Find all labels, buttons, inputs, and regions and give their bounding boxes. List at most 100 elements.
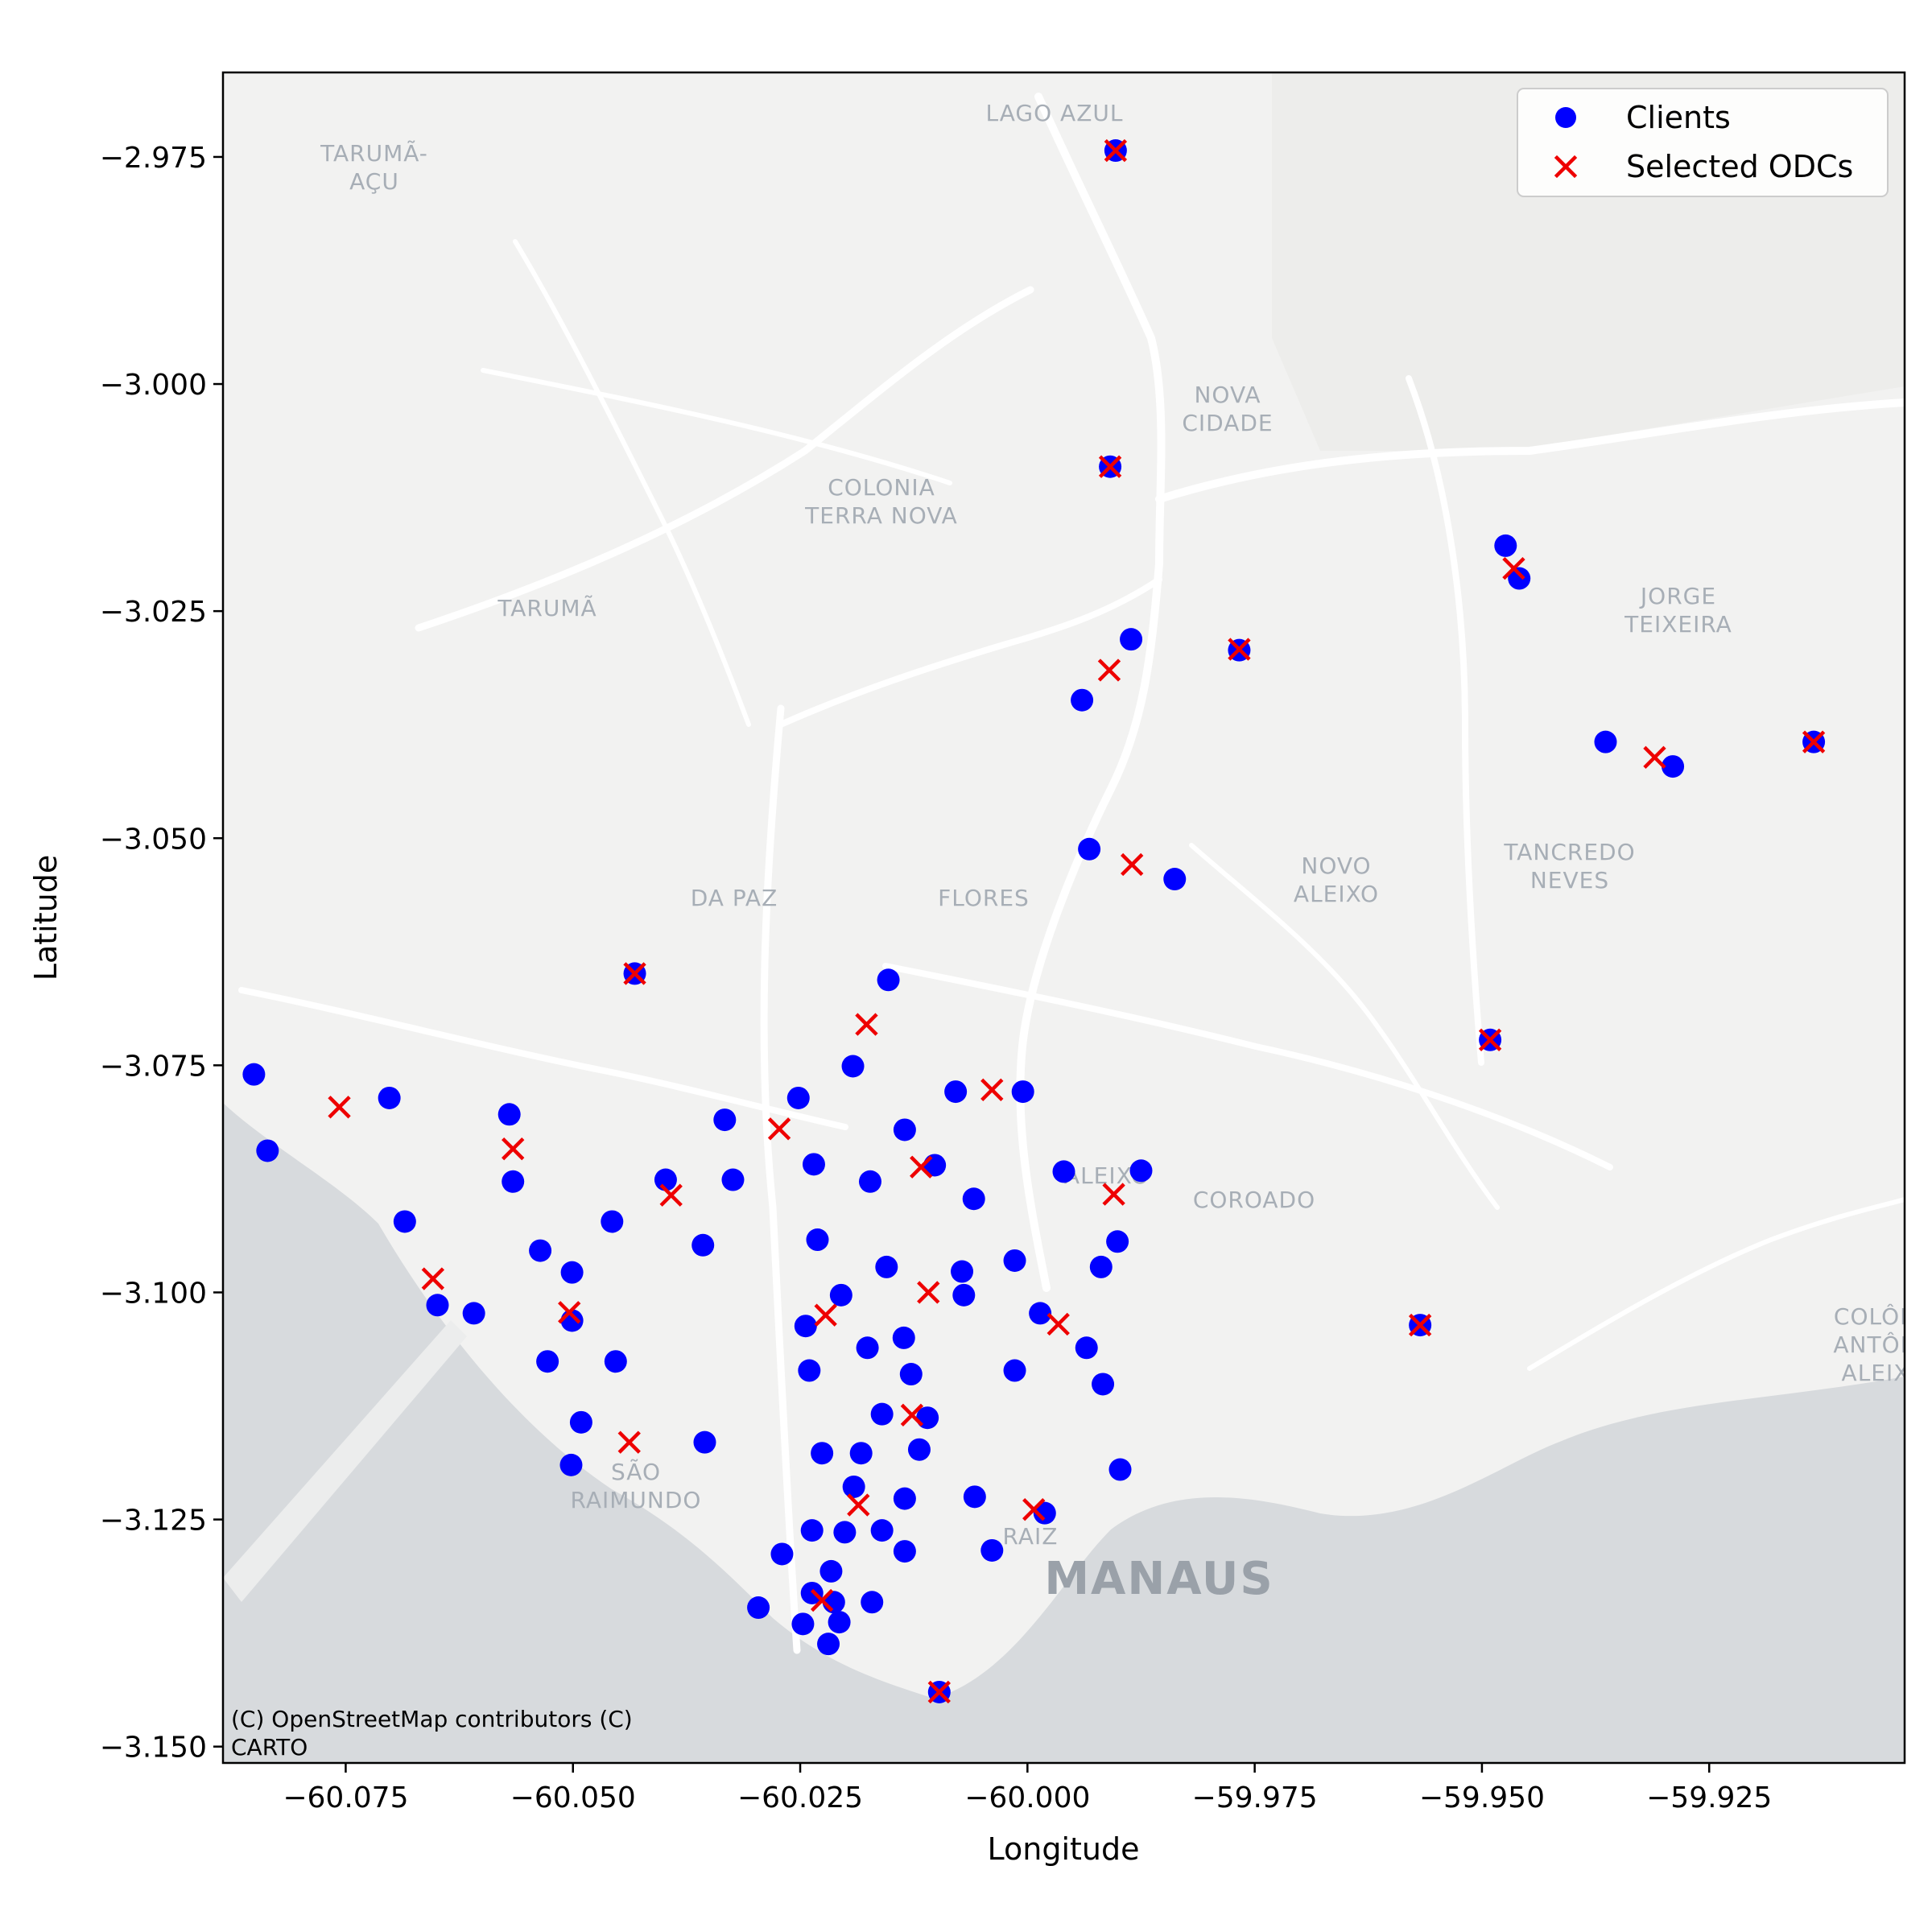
client-point — [1089, 1255, 1113, 1278]
client-point — [1594, 730, 1617, 753]
client-point — [497, 1103, 521, 1126]
client-point — [892, 1326, 915, 1349]
client-point — [893, 1487, 916, 1510]
odc-marker — [847, 1493, 870, 1517]
map-label: SÃO — [611, 1459, 661, 1485]
odc-marker — [927, 1680, 951, 1704]
odc-marker — [1104, 138, 1128, 163]
client-point — [1129, 1159, 1153, 1183]
client-point — [817, 1633, 840, 1656]
odc-marker — [1121, 852, 1144, 877]
x-tick-label: −60.075 — [283, 1781, 408, 1814]
map-label: ALEIXO — [1294, 881, 1379, 907]
client-point — [907, 1438, 931, 1461]
client-point — [770, 1542, 794, 1566]
map-label: TEIXEIRA — [1624, 611, 1732, 638]
odc-marker — [1228, 638, 1251, 661]
client-point — [1120, 628, 1143, 651]
client-point — [242, 1063, 266, 1086]
client-point — [893, 1540, 916, 1563]
client-point — [1033, 1501, 1056, 1525]
client-point — [841, 1055, 865, 1078]
client-point — [870, 1519, 894, 1542]
odc-marker — [1643, 745, 1666, 770]
odc-marker — [917, 1281, 940, 1304]
odc-marker — [1097, 658, 1121, 682]
odc-marker — [1098, 455, 1122, 478]
x-axis-ticks: −60.075 −60.050 −60.025 −60.000 −59.975 −59.9… — [283, 1763, 1772, 1814]
attribution-line-1: (C) OpenStreetMap contributors (C) — [231, 1706, 633, 1732]
client-point — [1075, 1336, 1098, 1360]
client-point — [393, 1210, 416, 1233]
client-point — [856, 1336, 879, 1360]
client-point — [877, 968, 900, 992]
odc-marker — [421, 1267, 445, 1290]
client-point — [693, 1430, 716, 1454]
client-point — [1494, 534, 1517, 557]
client-point — [899, 1363, 923, 1386]
client-point — [654, 1168, 677, 1191]
odc-marker — [910, 1155, 933, 1179]
client-point — [791, 1612, 815, 1636]
client-point — [256, 1139, 279, 1162]
y-tick-label: −3.150 — [100, 1732, 207, 1765]
map-label: CIDADE — [1182, 410, 1273, 436]
client-point — [800, 1581, 824, 1604]
client-point — [1108, 1458, 1132, 1481]
client-point — [378, 1086, 401, 1109]
x-tick-label: −59.950 — [1419, 1781, 1545, 1814]
legend-clients-label: Clients — [1626, 100, 1731, 135]
map-label: TARUMÃ — [497, 595, 597, 621]
client-point — [870, 1402, 894, 1426]
client-point — [861, 1591, 884, 1614]
x-axis-label: Longitude — [988, 1831, 1140, 1867]
client-point — [944, 1080, 968, 1104]
legend: Clients Selected ODCs — [1517, 88, 1889, 197]
client-point — [502, 1170, 525, 1193]
client-point — [1163, 868, 1187, 891]
map-label: COROADO — [1193, 1187, 1315, 1213]
y-axis-label: Latitude — [28, 855, 64, 980]
basemap-river — [223, 1103, 1905, 1763]
x-tick-label: −60.025 — [737, 1781, 863, 1814]
map-label: DA PAZ — [691, 885, 778, 911]
basemap-river-channel — [223, 1320, 467, 1602]
client-point — [963, 1485, 986, 1509]
client-point — [952, 1283, 976, 1307]
client-point — [559, 1453, 583, 1476]
client-point — [849, 1442, 873, 1465]
y-tick-label: −3.100 — [100, 1277, 207, 1310]
client-point — [1071, 688, 1094, 712]
odc-marker — [1022, 1497, 1046, 1521]
client-point — [800, 1519, 824, 1542]
map-label: NEVES — [1530, 867, 1609, 894]
odc-marker — [1102, 1183, 1125, 1206]
odc-marker — [1478, 1028, 1502, 1051]
client-point — [721, 1168, 745, 1191]
client-point — [794, 1315, 817, 1338]
x-tick-label: −60.050 — [510, 1781, 636, 1814]
legend-odc-label: Selected ODCs — [1626, 149, 1853, 184]
client-point — [569, 1410, 592, 1434]
client-point — [811, 1442, 834, 1465]
map-city-label: MANAUS — [1044, 1553, 1274, 1605]
client-point — [1106, 1230, 1129, 1253]
legend-clients-marker — [1555, 107, 1576, 128]
client-point — [806, 1228, 829, 1252]
y-tick-label: −3.125 — [100, 1505, 207, 1538]
odc-marker — [328, 1096, 351, 1119]
x-tick-label: −60.000 — [964, 1781, 1090, 1814]
y-tick-label: −3.000 — [100, 369, 207, 402]
odc-marker — [900, 1403, 924, 1426]
map-label: LAGO AZUL — [986, 100, 1124, 126]
map-label: ANTÔN — [1833, 1331, 1918, 1358]
y-axis-ticks: −2.975 −3.000 −3.025 −3.050 −3.075 −3.100 −3.1… — [100, 142, 223, 1765]
client-point — [819, 1559, 843, 1583]
map-label: NOVA — [1194, 382, 1261, 408]
client-point — [875, 1255, 898, 1278]
map-label: TERRA NOVA — [804, 502, 958, 529]
client-point — [1662, 755, 1685, 778]
basemap-labels: LAGO AZUL TARUMÃ- AÇU NOVA CIDADE COLONI… — [320, 100, 1918, 1605]
client-point — [1052, 1160, 1075, 1183]
x-tick-label: −59.975 — [1192, 1781, 1318, 1814]
